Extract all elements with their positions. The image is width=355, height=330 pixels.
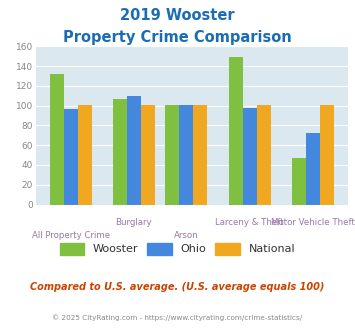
Text: Property Crime Comparison: Property Crime Comparison (63, 30, 292, 45)
Bar (229, 57, 242, 205)
Text: Larceny & Theft: Larceny & Theft (215, 218, 284, 227)
Bar (113, 99, 127, 205)
Bar (306, 133, 320, 205)
Text: Compared to U.S. average. (U.S. average equals 100): Compared to U.S. average. (U.S. average … (30, 282, 325, 292)
Text: © 2025 CityRating.com - https://www.cityrating.com/crime-statistics/: © 2025 CityRating.com - https://www.city… (53, 314, 302, 321)
Text: 2019 Wooster: 2019 Wooster (120, 8, 235, 23)
Bar (127, 96, 141, 205)
Bar (291, 158, 306, 205)
Bar (50, 74, 64, 205)
Bar (257, 105, 271, 205)
Bar (242, 108, 257, 205)
Bar (165, 105, 179, 205)
Bar (179, 105, 193, 205)
Text: All Property Crime: All Property Crime (32, 231, 110, 240)
Bar (141, 105, 155, 205)
Text: Burglary: Burglary (115, 218, 152, 227)
Bar (78, 105, 92, 205)
Text: Motor Vehicle Theft: Motor Vehicle Theft (271, 218, 355, 227)
Bar (320, 105, 334, 205)
Bar (64, 109, 78, 205)
Text: Arson: Arson (174, 231, 199, 240)
Legend: Wooster, Ohio, National: Wooster, Ohio, National (55, 238, 300, 259)
Bar (193, 105, 207, 205)
